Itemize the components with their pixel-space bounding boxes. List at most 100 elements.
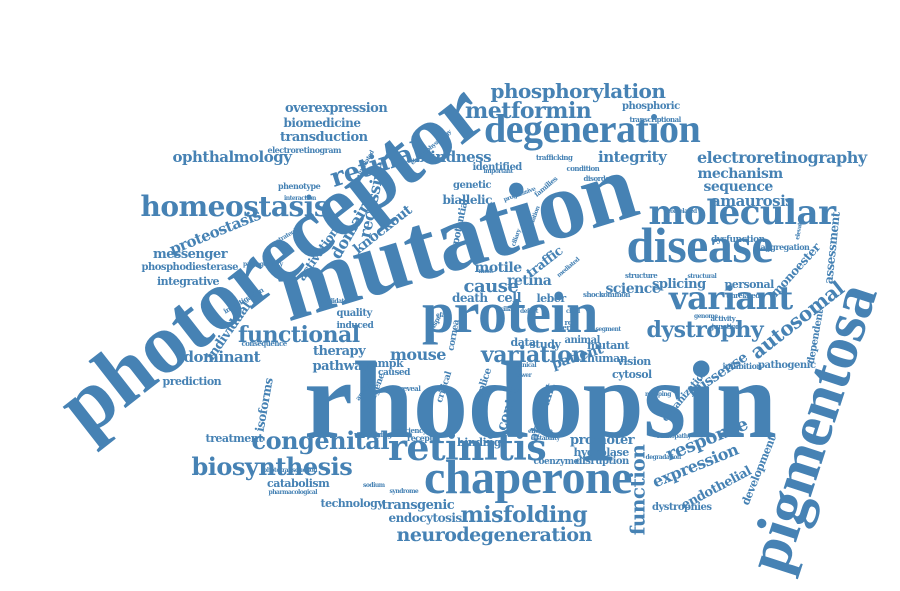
word-pathogenicity: pathogenicity [243,261,283,268]
word-genome: genome [694,313,718,320]
word-retinopathy: retinopathy [657,433,691,440]
word-sodium: sodium [363,482,385,489]
word-junction: junction [711,321,741,331]
word-death: death [452,291,488,305]
word-disorder: disorder [583,173,613,183]
word-mouse: mouse [390,345,446,364]
word-promoter: promoter [570,432,635,448]
word-neurodegeneration: neurodegeneration [396,523,593,546]
word-motile: motile [474,260,523,276]
word-structural: structural [687,273,717,280]
word-most: most [478,268,494,275]
word-homeostasis: homeostasis [140,190,330,223]
word-misfolding: misfolding [460,502,588,528]
word-role: role [564,317,579,327]
word-messenger: messenger [153,246,228,262]
word-structure: structure [625,270,658,280]
word-segment: segment [595,326,622,333]
word-technology: technology [320,496,384,510]
word-retina: retina [507,273,552,289]
word-prediction: prediction [162,374,222,388]
word-reveal: reveal [399,383,421,393]
word-retinitis: retinitis [388,427,547,469]
word-viewer: viewer [512,372,532,379]
word-candidate: candidate [318,298,348,305]
word-overexpression: overexpression [285,100,388,116]
word-amaurosis: amaurosis [711,191,794,210]
word-transduction: transduction [280,129,368,145]
word-effective: effective [528,428,553,435]
word-phosphorylation: phosphorylation [490,79,666,103]
word-treatment: treatment [205,431,264,445]
word-consequence: consequence [241,338,288,348]
word-trafficking: trafficking [536,152,573,162]
word-phosphoric: phosphoric [622,101,680,112]
word-personal: personal [724,277,775,291]
word-isoforms: isoforms [252,377,276,433]
word-dominant: dominant [183,347,261,366]
word-function: function [624,444,649,536]
word-chaperone: chaperone [424,451,632,504]
word-catabolism: catabolism [267,476,330,490]
word-pathogenic: pathogenic [758,360,816,371]
word-induced: induced [336,320,374,331]
word-syndrome: syndrome [389,488,419,495]
word-important: important [483,168,514,175]
word-variant: variant [669,279,793,317]
word-splicing: splicing [652,276,706,292]
word-data: data [510,335,537,349]
word-binding: binding [457,435,501,449]
word-blindness: blindness [415,147,492,166]
word-caused: caused [378,367,410,378]
word-electroretinogram: electroretinogram [267,145,342,155]
word-rhodopsin: rhodopsin [304,339,777,461]
word-dysfunction: dysfunction [711,234,765,245]
word-biomedicine: biomedicine [283,116,361,130]
word-vision: vision [617,354,652,368]
word-human: human [587,351,628,365]
word-molecular: molecular [648,193,836,233]
word-shock: shock [583,289,604,299]
word-deficiency: deficiency [391,425,427,435]
word-mechanism: mechanism [697,166,784,182]
word-cytosol: cytosol [612,367,652,381]
word-mutant: mutant [587,338,629,352]
word-congenital: congenital [251,426,390,455]
word-cell: cell [497,290,522,306]
word-clinical: clinical [515,362,537,369]
word-dystrophy: dystrophy [646,317,764,343]
word-study: study [529,337,561,351]
word-efap: efap [436,312,449,319]
word-therapy: therapy [313,343,366,359]
word-phototransduction: phototransduction [263,467,318,474]
word-identified: identified [472,162,523,173]
word-leber: leber [536,291,567,305]
word-functional: functional [238,322,360,348]
word-degeneration: degeneration [484,106,701,151]
word-inhibition: inhibition [722,361,763,371]
word-genetic: genetic [453,180,492,191]
word-phosphodiesterase: phosphodiesterase [141,262,239,273]
word-protein: protein [422,280,598,345]
word-disease: disease [626,217,774,273]
word-biosynthesis: biosynthesis [191,452,353,481]
word-pharmacological: pharmacological [268,489,318,496]
word-electroretinography: electroretinography [697,148,867,167]
word-disruption: disruption [575,456,630,467]
word-animal: animal [564,335,601,346]
word-mapping: mapping [645,391,671,398]
word-coenzyme: coenzyme [533,456,580,467]
word-cilia: cilia [500,306,512,313]
word-instability: instability [531,435,560,442]
word-transgenic: transgenic [381,497,455,513]
word-receptor: receptor [407,433,442,443]
word-integrity: integrity [598,147,667,166]
word-ophthalmology: ophthalmology [172,147,292,166]
word-underlying: underlying [354,429,392,439]
word-integrative: integrative [157,274,220,288]
word-quality: quality [336,308,373,319]
word-variation: variation [481,342,587,368]
word-correlated: correlated [667,208,697,215]
word-cause: cause [463,276,519,297]
